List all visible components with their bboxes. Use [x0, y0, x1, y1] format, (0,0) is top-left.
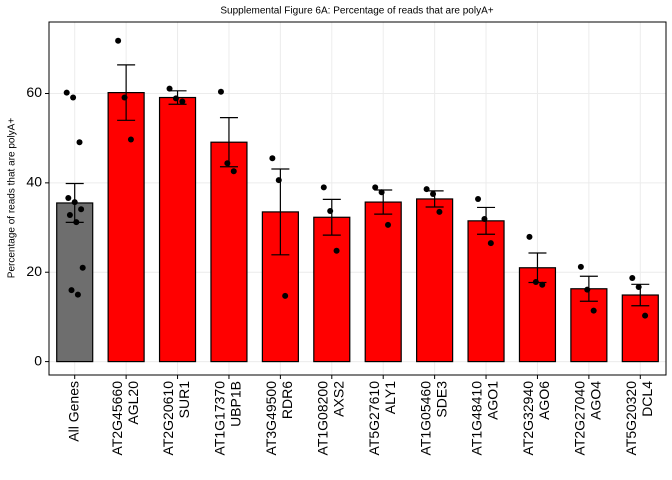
data-point	[333, 247, 340, 254]
data-point	[71, 199, 78, 206]
x-tick-label: AGO4	[588, 381, 604, 420]
bar	[416, 198, 454, 363]
x-tick-label: AT1G05460	[417, 381, 433, 456]
data-point	[423, 186, 430, 193]
chart-title: Supplemental Figure 6A: Percentage of re…	[220, 6, 493, 17]
data-point	[172, 95, 179, 102]
data-point	[63, 89, 70, 96]
x-tick-label: AT5G27610	[366, 381, 382, 456]
bar	[364, 201, 402, 363]
x-tick-label: AGO1	[485, 381, 501, 420]
data-point	[526, 233, 533, 240]
error-bar	[322, 198, 341, 236]
data-point	[487, 240, 494, 247]
x-tick-label: AT2G20610	[160, 381, 176, 456]
y-tick-label: 60	[26, 84, 42, 100]
y-tick-label: 0	[34, 352, 42, 368]
data-point	[378, 189, 385, 196]
x-tick-label: RDR6	[279, 381, 295, 419]
data-point	[78, 206, 85, 213]
data-point	[74, 291, 81, 298]
data-point	[532, 279, 539, 286]
y-tick-label: 40	[26, 174, 42, 190]
data-point	[642, 312, 649, 319]
data-point	[372, 184, 379, 191]
data-point	[224, 160, 231, 167]
data-point	[475, 195, 482, 202]
y-axis-label: Percentage of reads that are polyA+	[7, 118, 18, 279]
x-tick-label: AT1G08200	[314, 381, 330, 456]
bar	[210, 141, 248, 363]
data-point	[68, 287, 75, 294]
x-tick-label: SUR1	[176, 381, 192, 419]
data-point	[275, 177, 282, 184]
bar	[313, 216, 351, 363]
data-point	[66, 212, 73, 219]
data-point	[577, 263, 584, 270]
data-point	[121, 94, 128, 101]
x-tick-label: AT2G27040	[572, 381, 588, 456]
error-bar	[117, 64, 136, 121]
bar	[158, 96, 197, 363]
y-tick-label: 20	[26, 263, 42, 279]
x-tick-label: AT3G49500	[263, 381, 279, 456]
x-tick-label: AGL20	[125, 381, 141, 425]
error-bar	[219, 117, 238, 168]
error-bar	[271, 168, 290, 256]
x-tick-label: DCL4	[639, 381, 655, 417]
data-point	[230, 168, 237, 175]
data-point	[327, 208, 334, 215]
bar	[107, 91, 145, 363]
x-tick-label: AT2G32940	[520, 381, 536, 456]
x-tick-label: ALY1	[382, 381, 398, 414]
x-tick-label: All Genes	[65, 381, 81, 442]
data-point	[430, 191, 437, 198]
data-point	[635, 283, 642, 290]
bar	[467, 220, 505, 363]
data-point	[436, 208, 443, 215]
data-point	[590, 307, 597, 314]
x-tick-label: AXS2	[330, 381, 346, 417]
x-tick-label: AGO6	[536, 381, 552, 420]
x-tick-label: AT1G48410	[469, 381, 485, 456]
data-point	[76, 139, 83, 146]
data-point	[65, 195, 72, 202]
data-point	[217, 88, 224, 95]
data-point	[629, 275, 636, 282]
data-point	[269, 155, 276, 162]
x-tick-label: AT5G20320	[623, 381, 639, 456]
panel-border	[48, 21, 667, 376]
data-point	[179, 98, 186, 105]
data-point	[70, 94, 77, 101]
data-point	[539, 281, 546, 288]
data-point	[166, 85, 173, 92]
data-point	[79, 264, 86, 271]
x-tick-label: AT1G17370	[212, 381, 228, 456]
data-point	[282, 292, 289, 299]
x-tick-label: UBP1B	[228, 381, 244, 427]
bar	[56, 202, 94, 363]
data-point	[320, 184, 327, 191]
data-point	[115, 37, 122, 44]
data-point	[385, 221, 392, 228]
data-point	[127, 136, 134, 143]
x-tick-label: AT2G45660	[109, 381, 125, 456]
data-point	[73, 219, 80, 226]
data-point	[481, 216, 488, 223]
x-tick-label: SDE3	[433, 381, 449, 418]
data-point	[584, 286, 591, 293]
